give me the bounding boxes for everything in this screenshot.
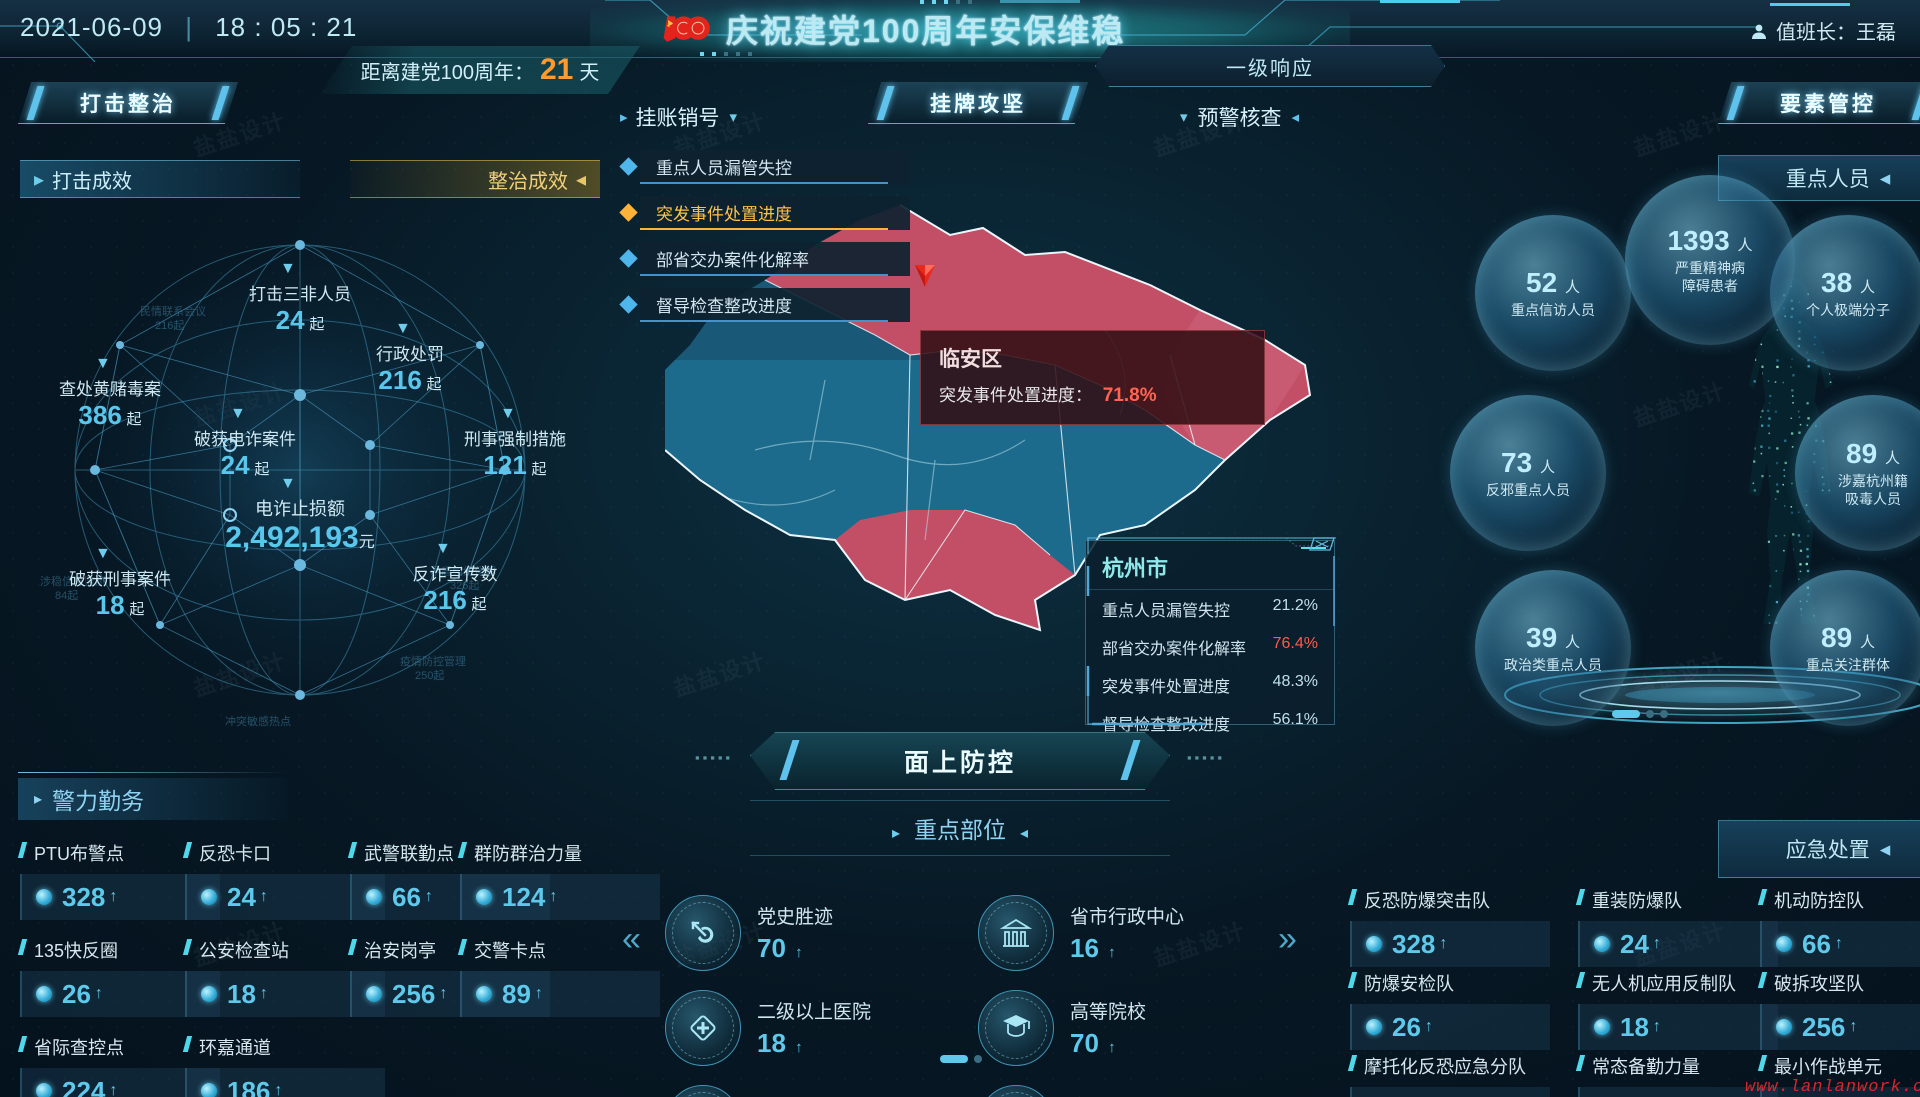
svg-text:250起: 250起 — [415, 669, 444, 682]
svg-text:疫情防控管理: 疫情防控管理 — [400, 654, 466, 668]
svg-text:冲突敏感热点: 冲突敏感热点 — [225, 714, 291, 728]
svg-text:216起: 216起 — [155, 319, 184, 332]
